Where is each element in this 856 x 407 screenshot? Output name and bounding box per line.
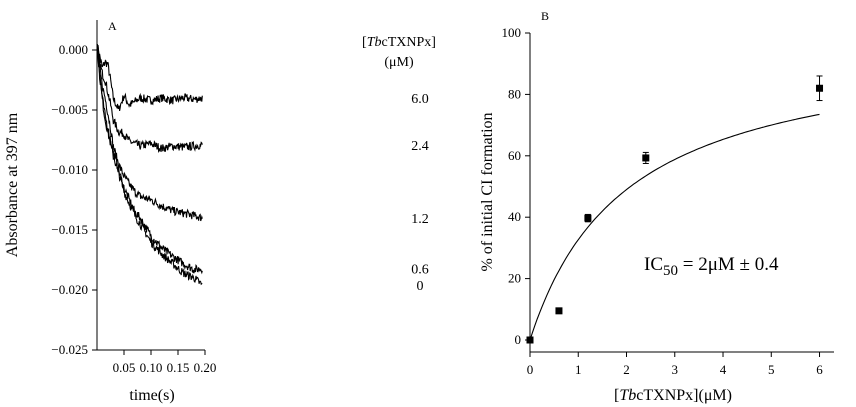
y-tick-label: 40 [508, 209, 521, 224]
data-point [584, 214, 592, 222]
y-tick-label: 0 [515, 332, 522, 347]
panel-a-y-label: Absorbance at 397 nm [4, 112, 21, 257]
panel-b-x-ticks: 0 1 2 3 4 5 6 [527, 352, 823, 377]
panel-b-y-label: % of initial CI formation [479, 112, 496, 271]
x-tick-label: 0.05 [113, 360, 136, 375]
x-tick-label: 4 [720, 362, 727, 377]
panel-a-legend-title: [TbcTXNPx] (μM) [362, 35, 436, 70]
x-tick-label: 0 [527, 362, 534, 377]
trace-0 [96, 43, 203, 286]
y-tick-label: −0.020 [51, 282, 88, 297]
panel-b-x-label: [TbcTXNPx](μM) [614, 387, 732, 404]
y-tick-label: 80 [508, 86, 521, 101]
x-tick-label: 5 [768, 362, 775, 377]
panel-b-label: B [541, 9, 549, 23]
trace-label-1.2: 1.2 [411, 212, 429, 227]
y-tick-label: 60 [508, 148, 521, 163]
trace-1.2 [96, 43, 203, 222]
x-tick-label: 3 [672, 362, 679, 377]
legend-title-concentration: [TbcTXNPx] [362, 35, 436, 50]
x-tick-label: 0.10 [140, 360, 163, 375]
x-tick-label: 0.15 [167, 360, 190, 375]
y-tick-label: 0.000 [59, 42, 88, 57]
legend-title-unit: (μM) [384, 55, 414, 70]
panel-b: B 0 20 40 60 80 100 0 1 2 3 4 5 6 % of initial CI f… [479, 9, 834, 404]
x-tick-label: 0.20 [194, 360, 217, 375]
panel-a-series: 6.0 2.4 1.2 0.6 0 [96, 43, 429, 294]
data-point [816, 84, 824, 92]
panel-a: A 0.000 −0.005 −0.010 −0.015 −0.020 −0.025 0.… [4, 19, 436, 404]
y-tick-label: −0.025 [51, 342, 88, 357]
panel-b-y-ticks: 0 20 40 60 80 100 [502, 25, 530, 347]
data-point [642, 154, 650, 162]
data-point [526, 336, 534, 344]
x-tick-label: 6 [816, 362, 823, 377]
y-tick-label: 20 [508, 271, 521, 286]
y-tick-label: −0.010 [51, 162, 88, 177]
panel-a-label: A [108, 19, 117, 33]
y-tick-label: 100 [502, 25, 522, 40]
panel-a-x-label: time(s) [129, 387, 174, 404]
ic50-annotation: IC50 = 2μM ± 0.4 [644, 254, 779, 279]
panel-b-points [526, 75, 824, 344]
trace-label-0.6: 0.6 [411, 262, 429, 277]
panel-a-y-ticks: 0.000 −0.005 −0.010 −0.015 −0.020 −0.025 [51, 42, 97, 357]
panel-a-x-ticks: 0.05 0.10 0.15 0.20 [113, 350, 217, 375]
trace-label-6.0: 6.0 [411, 92, 429, 107]
trace-2.4 [96, 43, 203, 154]
trace-0.6 [96, 43, 203, 275]
panel-b-fit-curve [529, 113, 820, 341]
trace-label-2.4: 2.4 [411, 139, 429, 154]
y-tick-label: −0.015 [51, 222, 88, 237]
y-tick-label: −0.005 [51, 102, 88, 117]
data-point [555, 307, 563, 315]
trace-6.0 [96, 43, 203, 112]
trace-label-0: 0 [417, 279, 424, 294]
x-tick-label: 1 [575, 362, 582, 377]
x-tick-label: 2 [623, 362, 630, 377]
